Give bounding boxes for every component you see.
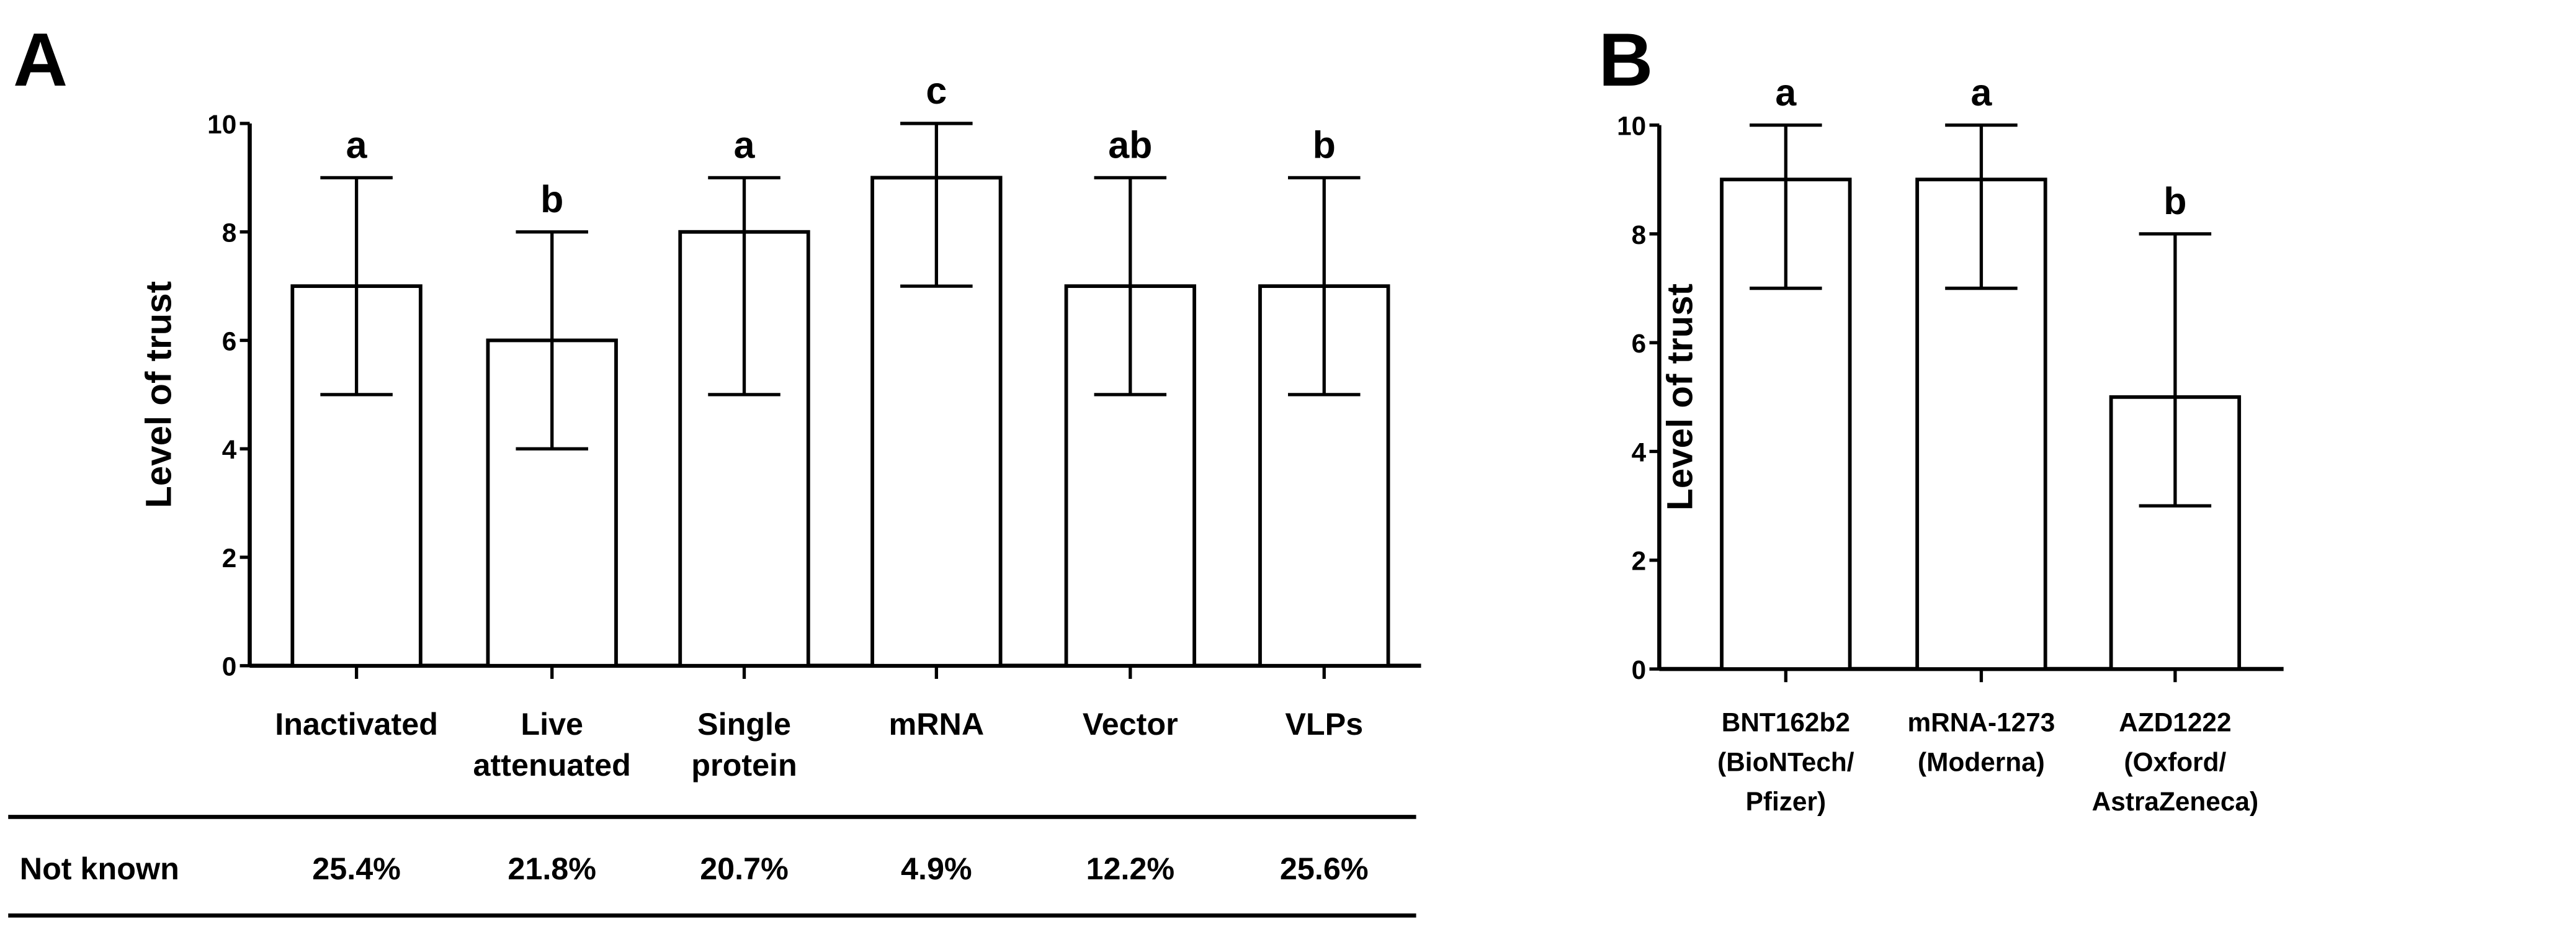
significance-letter: b <box>540 178 563 220</box>
panel-label: A <box>13 17 68 102</box>
x-tick-label: Inactivated <box>275 706 438 742</box>
x-tick-label: (Moderna) <box>1918 747 2045 776</box>
y-axis-title: Level of trust <box>138 281 179 508</box>
y-tick-label: 0 <box>222 652 237 681</box>
x-tick-label: (Oxford/ <box>2124 747 2227 776</box>
table-cell: 21.8% <box>508 851 596 886</box>
x-tick-label: VLPs <box>1285 706 1363 742</box>
y-tick-label: 4 <box>1632 437 1647 467</box>
significance-letter: b <box>1313 124 1336 166</box>
table-cell: 25.6% <box>1280 851 1369 886</box>
significance-letter: b <box>2163 180 2186 222</box>
x-tick-label: attenuated <box>473 747 631 783</box>
x-tick-label: AstraZeneca) <box>2092 787 2258 816</box>
table-cell: 25.4% <box>312 851 401 886</box>
significance-letter: a <box>1971 71 1993 114</box>
bar <box>870 176 1003 668</box>
x-tick-label: Vector <box>1083 706 1178 742</box>
y-tick-label: 10 <box>207 110 236 139</box>
table-row-label: Not known <box>20 851 179 886</box>
y-tick-label: 8 <box>222 218 237 248</box>
y-tick-label: 2 <box>1632 547 1647 576</box>
y-tick-label: 10 <box>1617 111 1646 140</box>
significance-letter: a <box>734 124 756 166</box>
table-cell: 20.7% <box>700 851 789 886</box>
y-axis-title: Level of trust <box>1660 284 1700 511</box>
x-tick-label: BNT162b2 <box>1722 708 1850 737</box>
x-tick-label: mRNA-1273 <box>1908 708 2055 737</box>
y-tick-label: 6 <box>222 326 237 356</box>
y-tick-label: 2 <box>222 544 237 573</box>
table-cell: 12.2% <box>1086 851 1174 886</box>
panel-a: A 0 2 4 6 8 10 Level of trust a Inactivated b Live a… <box>8 17 1421 918</box>
y-tick-label: 8 <box>1632 220 1647 249</box>
significance-letter: c <box>926 70 947 112</box>
table-cell: 4.9% <box>901 851 972 886</box>
y-tick-label: 0 <box>1632 655 1647 684</box>
x-tick-label: AZD1222 <box>2119 708 2231 737</box>
x-tick-label: Pfizer) <box>1746 787 1826 816</box>
x-tick-label: Live <box>521 706 583 742</box>
y-tick-label: 4 <box>222 435 237 464</box>
x-tick-label: protein <box>691 747 797 783</box>
significance-letter: a <box>1775 71 1797 114</box>
x-tick-label: mRNA <box>888 706 984 742</box>
x-tick-label: (BioNTech/ <box>1717 747 1854 776</box>
panel-b: B 0 2 4 6 8 10 Level of trust a BNT162b2 (BioNTech… <box>1598 17 2284 816</box>
significance-letter: a <box>346 124 368 166</box>
panel-label: B <box>1598 17 1653 102</box>
y-tick-label: 6 <box>1632 329 1647 358</box>
significance-letter: ab <box>1108 124 1152 166</box>
x-tick-label: Single <box>697 706 791 742</box>
